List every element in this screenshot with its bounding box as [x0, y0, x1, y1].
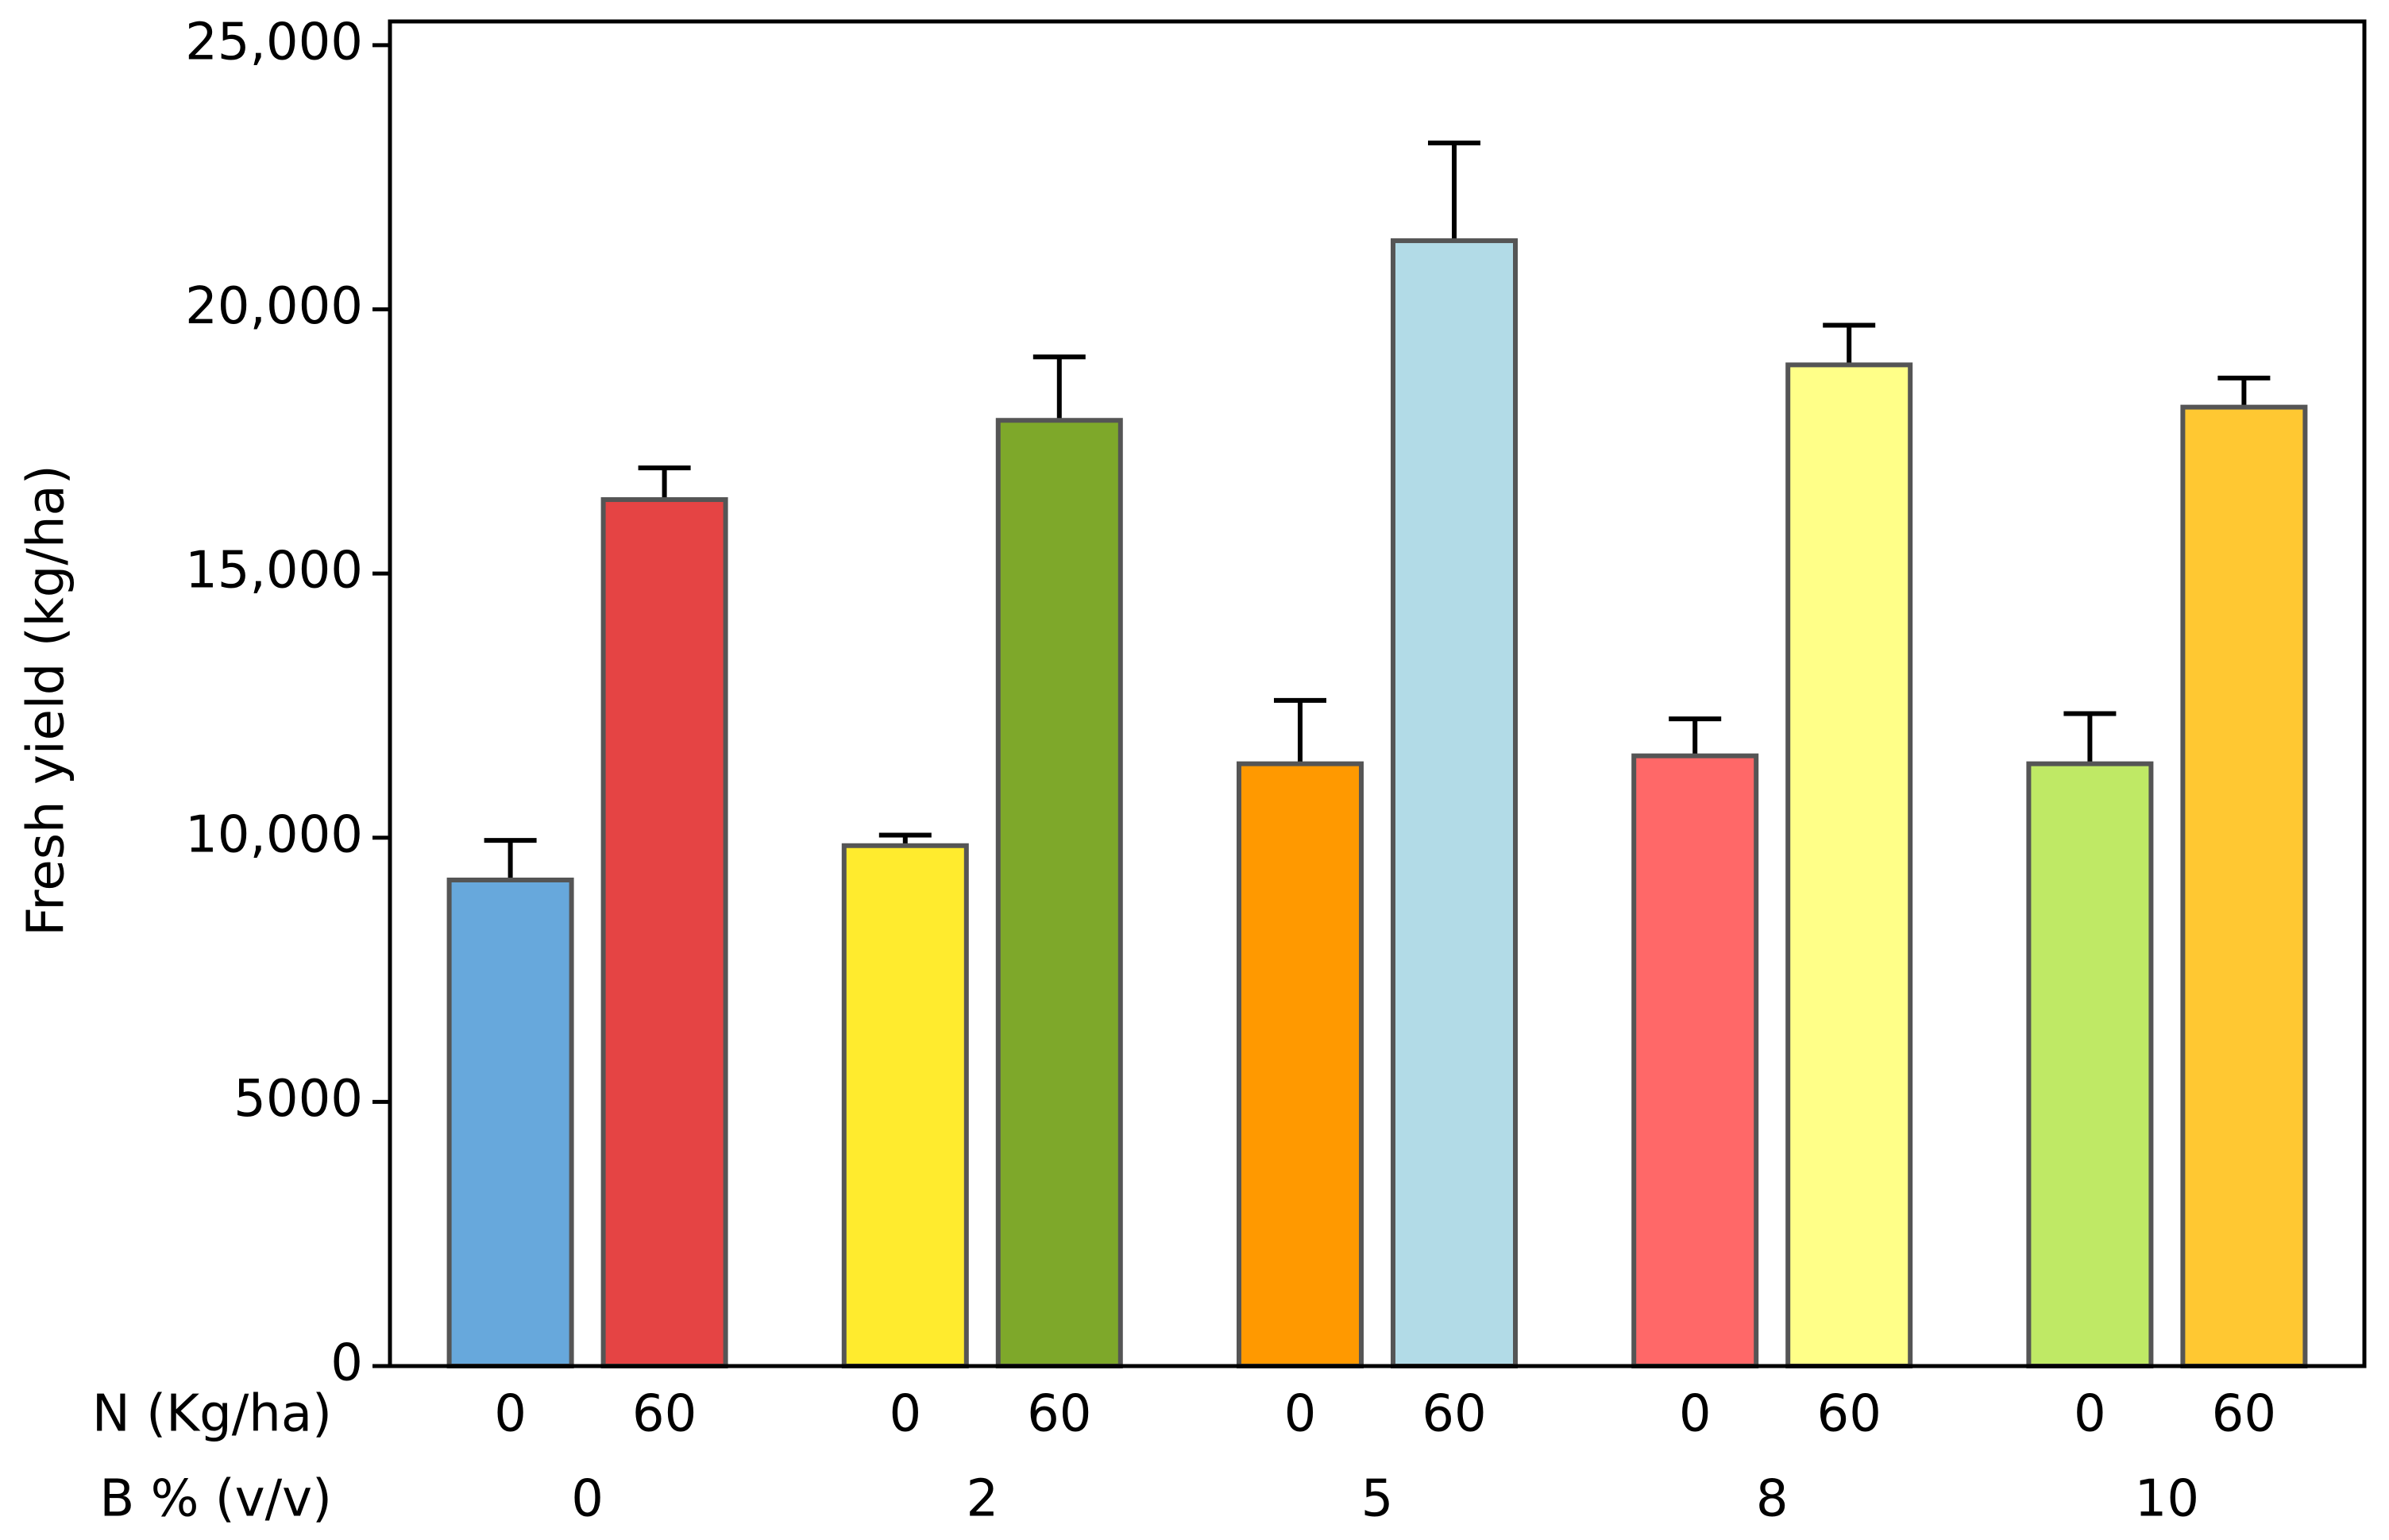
bar: [446, 877, 574, 1369]
x-tick-label: 0: [2074, 1385, 2106, 1444]
group-label: 8: [1756, 1470, 1789, 1529]
x-tick-label: 0: [1679, 1385, 1712, 1444]
y-tick-label: 25,000: [185, 14, 363, 72]
bar: [995, 418, 1123, 1368]
bar: [1391, 238, 1518, 1369]
x-tick-label: 60: [1027, 1385, 1091, 1444]
group-label: 2: [966, 1470, 998, 1529]
x-tick-label: 0: [1284, 1385, 1317, 1444]
x-tick-label: 60: [1816, 1385, 1881, 1444]
x-tick-label: 0: [889, 1385, 921, 1444]
bar: [841, 843, 969, 1368]
y-tick-label: 20,000: [185, 277, 363, 336]
bar: [2180, 404, 2308, 1368]
bar: [2026, 761, 2154, 1368]
y-axis-label: Fresh yield (kg/ha): [17, 465, 76, 936]
bar: [1631, 753, 1759, 1368]
plot-frame: [388, 19, 2367, 1368]
x-tick-label: 0: [494, 1385, 527, 1444]
group-label: 5: [1361, 1470, 1394, 1529]
y-tick-label: 0: [330, 1334, 363, 1393]
bar: [1237, 761, 1364, 1368]
group-label: 10: [2135, 1470, 2199, 1529]
row-label: B % (v/v): [99, 1470, 332, 1529]
y-tick-label: 10,000: [185, 805, 363, 864]
bar: [1785, 362, 1913, 1368]
x-tick-label: 60: [632, 1385, 697, 1444]
group-label: 0: [571, 1470, 604, 1529]
row-label: N (Kg/ha): [92, 1385, 332, 1444]
x-tick-label: 60: [1422, 1385, 1486, 1444]
x-tick-label: 60: [2212, 1385, 2276, 1444]
y-tick-label: 5000: [233, 1070, 363, 1129]
bar: [600, 497, 728, 1369]
y-tick-label: 15,000: [185, 542, 363, 600]
